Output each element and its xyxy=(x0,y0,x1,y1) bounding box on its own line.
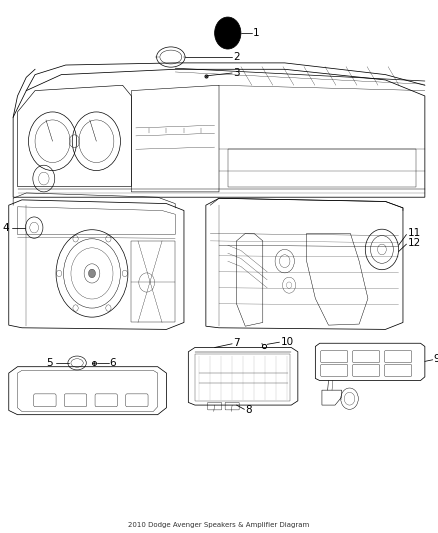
Circle shape xyxy=(215,17,241,49)
Text: 12: 12 xyxy=(407,238,420,248)
Text: 3: 3 xyxy=(233,68,240,78)
Text: 8: 8 xyxy=(245,406,252,415)
Text: 7: 7 xyxy=(233,338,240,348)
Text: 2: 2 xyxy=(233,52,240,62)
Text: 2010 Dodge Avenger Speakers & Amplifier Diagram: 2010 Dodge Avenger Speakers & Amplifier … xyxy=(128,522,310,528)
Circle shape xyxy=(88,269,95,278)
Text: 4: 4 xyxy=(2,223,9,232)
Text: 5: 5 xyxy=(46,358,53,368)
Text: 1: 1 xyxy=(253,28,260,38)
Text: 11: 11 xyxy=(407,229,420,238)
Text: 9: 9 xyxy=(434,354,438,364)
Text: 10: 10 xyxy=(281,337,294,346)
Text: 6: 6 xyxy=(110,358,116,368)
